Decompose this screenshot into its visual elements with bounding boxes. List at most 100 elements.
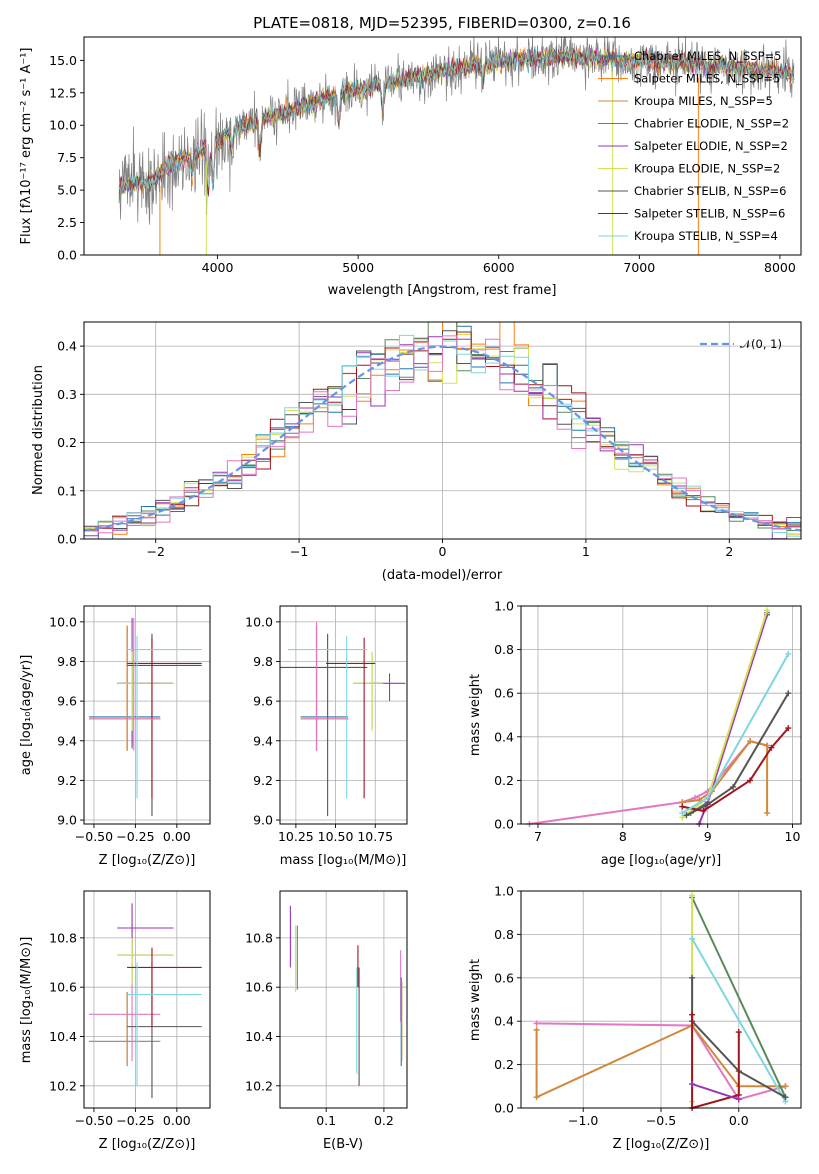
panel-2 [84,606,210,824]
point-marker-0 [533,1020,540,1027]
x-tick-label: −0.5 [646,1113,676,1128]
point-marker-6 [735,1029,742,1036]
x-tick-label: 10.25 [278,829,314,844]
y-tick-label: 0.2 [57,435,77,450]
x-tick-label: 0 [439,544,447,559]
x-tick-label: 0.0 [729,1113,749,1128]
series-line-2 [691,897,787,1098]
axes-frame [83,36,802,256]
y-tick-label: 7.5 [57,150,77,165]
x-tick-label: 4000 [202,260,234,275]
y-tick-label: 0.0 [57,532,77,547]
y-tick-label: 10.2 [245,1078,273,1093]
point-marker-6 [747,777,754,784]
panel-frame-3 [276,605,408,828]
x-axis-label: age [log₁₀(age/yr)] [601,853,722,868]
panel-frame-1 [80,321,802,543]
series-line-5 [691,977,786,1099]
x-tick-label: 5000 [342,260,374,275]
y-tick-label: 0.6 [494,970,514,985]
y-tick-label: 0.0 [57,248,77,263]
x-tick-label: −1 [290,544,308,559]
y-tick-label: 0.8 [494,927,514,942]
y-tick-label: 0.2 [494,773,514,788]
point-marker-6 [679,803,686,810]
panel-7 [521,890,801,1111]
y-tick-label: 9.6 [253,694,273,709]
y-tick-label: 9.2 [253,773,273,788]
point-marker-1 [764,810,771,817]
x-tick-label: 0.00 [163,829,191,844]
y-tick-label: 0.1 [57,483,77,498]
panel-frame-7 [517,890,802,1112]
y-tick-label: 10.4 [49,1029,77,1044]
x-tick-label: −0.25 [116,1113,154,1128]
panel-5 [84,891,210,1108]
point-marker-6 [768,744,775,751]
y-tick-label: 1.0 [494,599,514,614]
legend-label-7: Salpeter STELIB, N_SSP=6 [634,207,785,221]
series-line-6 [691,1014,740,1108]
y-tick-label: 9.2 [57,773,77,788]
point-marker-5 [683,812,690,819]
x-tick-label: 7000 [623,260,655,275]
axes-frame [520,605,802,825]
point-marker-1 [782,1083,789,1090]
x-tick-label: −0.50 [75,1113,113,1128]
y-axis-label: mass weight [468,959,483,1041]
panel-0 [118,37,795,255]
axes-frame [279,890,408,1109]
histogram-series-8 [84,335,801,534]
point-marker-7 [735,1096,742,1103]
legend-label-3: Chabrier ELODIE, N_SSP=2 [634,117,789,131]
y-tick-label: 0.4 [57,339,77,354]
point-marker-1 [533,1094,540,1101]
y-tick-label: 0.4 [494,1014,514,1029]
x-tick-label: 2 [725,544,733,559]
point-marker-5 [785,690,792,697]
x-tick-label: −0.50 [75,829,113,844]
panel-frame-4 [517,605,802,828]
y-tick-label: 9.6 [57,694,77,709]
chart-title: PLATE=0818, MJD=52395, FIBERID=0300, z=0… [253,14,631,32]
series-line-4 [691,938,787,1102]
point-marker-4 [764,607,771,614]
x-tick-label: 0.2 [374,1113,394,1128]
y-tick-label: 9.8 [57,654,77,669]
point-marker-5 [689,974,696,981]
y-tick-label: 10.6 [49,980,77,995]
x-axis-label: mass [log₁₀(M/M⊙)] [280,853,407,868]
x-tick-label: 0.1 [316,1113,336,1128]
y-tick-label: 9.0 [57,813,77,828]
y-tick-label: 9.8 [253,654,273,669]
y-tick-label: 0.6 [494,686,514,701]
legend-label-normal: 𝒩(0, 1) [740,337,782,351]
point-marker-5 [730,783,737,790]
y-tick-label: 0.3 [57,387,77,402]
x-tick-label: −2 [146,544,164,559]
y-tick-label: 9.4 [57,733,77,748]
y-tick-label: 10.6 [245,980,273,995]
y-tick-label: 9.0 [253,813,273,828]
y-tick-label: 0.8 [494,642,514,657]
series-line-6 [682,727,790,812]
legend-label-8: Kroupa STELIB, N_SSP=4 [634,229,778,243]
y-tick-label: 10.8 [49,930,77,945]
y-axis-label: Normed distribution [31,365,46,495]
axes-frame [83,605,211,825]
panel-4 [521,605,801,827]
point-marker-7 [679,810,686,817]
panel-1 [83,322,802,540]
y-tick-label: 2.5 [57,215,77,230]
x-axis-label: Z [log₁₀(Z/Z⊙)] [613,1137,710,1152]
point-marker-6 [689,1011,696,1018]
y-tick-label: 5.0 [57,183,77,198]
x-tick-label: 10.50 [318,829,354,844]
y-tick-label: 10.4 [245,1029,273,1044]
y-tick-label: 12.5 [49,85,77,100]
point-marker-5 [782,1094,789,1101]
y-axis-label: age [log₁₀(age/yr)] [19,655,34,776]
x-axis-label: Z [log₁₀(Z/Z⊙)] [99,1137,196,1152]
x-tick-label: 10.75 [357,829,393,844]
